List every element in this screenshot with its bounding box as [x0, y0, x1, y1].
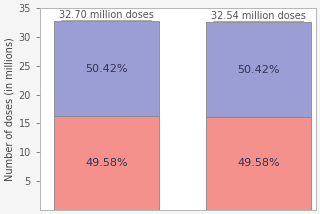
Text: 50.42%: 50.42%: [85, 64, 128, 74]
Bar: [206, 22, 311, 117]
Text: 32.70 million doses: 32.70 million doses: [59, 10, 154, 20]
Text: 50.42%: 50.42%: [237, 65, 280, 75]
Text: 49.58%: 49.58%: [237, 158, 280, 168]
Bar: [206, 117, 311, 210]
Bar: [54, 116, 159, 210]
Bar: [54, 21, 159, 116]
Text: 32.54 million doses: 32.54 million doses: [211, 11, 306, 21]
Y-axis label: Number of doses (in millions): Number of doses (in millions): [4, 37, 14, 181]
Text: 49.58%: 49.58%: [85, 158, 128, 168]
